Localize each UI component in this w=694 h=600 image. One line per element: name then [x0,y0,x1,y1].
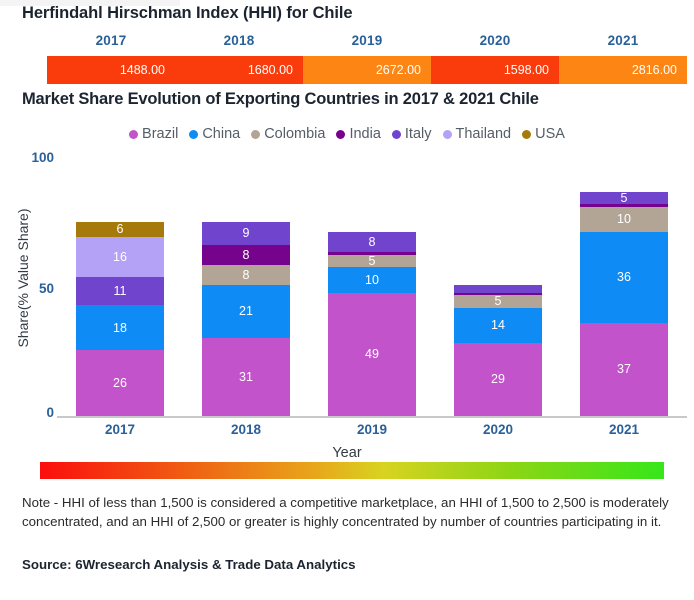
hhi-value-2018: 1680.00 [175,56,303,84]
bar-column-2020: 5 14 29 [435,164,561,416]
legend-swatch-icon [189,129,199,139]
legend-item-label: Colombia [264,126,326,142]
stacked-bars-group: 6 16 11 18 26 9 8 8 21 31 8 5 10 49 5 14 29 5 10 36 37 [57,164,687,416]
bar-segment-brazil-2021[interactable]: 37 [580,322,668,416]
stacked-bar-2019[interactable]: 8 5 10 49 [328,232,416,416]
bar-segment-india-2019[interactable] [328,252,416,255]
bar-segment-brazil-2020[interactable]: 29 [454,342,542,416]
bar-segment-india-2018[interactable]: 8 [202,244,290,265]
bar-segment-italy-2020[interactable] [454,285,542,293]
legend-item-usa[interactable]: USA [522,126,565,142]
legend-item-label: India [349,126,381,142]
bar-segment-usa-2017[interactable]: 6 [76,221,164,238]
bar-segment-italy-2019[interactable]: 8 [328,232,416,253]
hhi-value-2020: 1598.00 [431,56,559,84]
corner-shade [0,0,180,6]
bar-column-2021: 5 10 36 37 [561,164,687,416]
x-tick-2017: 2017 [104,422,136,437]
bar-segment-brazil-2019[interactable]: 49 [328,292,416,416]
footnote: Note - HHI of less than 1,500 is conside… [22,495,669,529]
x-tick-2019: 2019 [356,422,388,437]
bar-segment-colombia-2019[interactable]: 5 [328,254,416,268]
bar-segment-china-2021[interactable]: 36 [580,232,668,323]
legend-item-label: USA [535,126,565,142]
bar-column-2018: 9 8 8 21 31 [183,164,309,416]
stacked-bar-2021[interactable]: 5 10 36 37 [580,191,668,416]
x-axis-line [57,416,687,418]
hhi-title: Herfindahl Hirschman Index (HHI) for Chi… [22,4,353,22]
legend-item-label: Italy [404,126,432,142]
hhi-year-2021: 2021 [607,33,639,48]
hhi-year-2020: 2020 [479,33,511,48]
hhi-year-2017: 2017 [95,33,127,48]
legend-swatch-icon [522,129,532,139]
bar-segment-thailand-2017[interactable]: 16 [76,237,164,278]
hhi-gradient-scale [40,462,664,479]
hhi-year-2018: 2018 [223,33,255,48]
bar-column-2019: 8 5 10 49 [309,164,435,416]
legend-item-label: Brazil [142,126,179,142]
legend-swatch-icon [336,129,346,139]
legend-swatch-icon [391,129,401,139]
legend-swatch-icon [129,129,139,139]
hhi-value-2019: 2672.00 [303,56,431,84]
bar-segment-colombia-2021[interactable]: 10 [580,206,668,233]
bar-segment-china-2020[interactable]: 14 [454,307,542,343]
bar-column-2017: 6 16 11 18 26 [57,164,183,416]
y-tick-100: 100 [31,150,54,165]
hhi-year-header: 2017 2018 2019 2020 2021 [47,33,687,53]
chart-legend: Brazil China Colombia India Italy Thailand USA [0,126,694,142]
bar-segment-italy-2021[interactable]: 5 [580,191,668,205]
y-tick-50: 50 [38,281,54,296]
legend-item-colombia[interactable]: Colombia [251,126,325,142]
source-credit: Source: 6Wresearch Analysis & Trade Data… [22,557,356,572]
stacked-bar-2018[interactable]: 9 8 8 21 31 [202,222,290,416]
legend-item-label: China [202,126,241,142]
plot-area: Share(% Value Share) 100 50 0 6 16 11 18 26 9… [0,150,694,461]
legend-item-china[interactable]: China [189,126,240,142]
x-axis-label: Year [332,445,362,461]
bar-segment-brazil-2017[interactable]: 26 [76,350,164,416]
bar-segment-colombia-2020[interactable]: 5 [454,295,542,308]
chart-title: Market Share Evolution of Exporting Coun… [22,90,539,108]
bar-segment-italy-2018[interactable]: 9 [202,222,290,245]
hhi-value-2021: 2816.00 [559,56,687,84]
bar-segment-italy-2017[interactable]: 11 [76,277,164,306]
bar-segment-india-2020[interactable] [454,292,542,296]
stacked-bar-2020[interactable]: 5 14 29 [454,285,542,416]
x-tick-2021: 2021 [608,422,640,437]
bar-segment-colombia-2018[interactable]: 8 [202,264,290,285]
x-axis-ticks: 2017 2018 2019 2020 2021 [57,422,687,437]
legend-item-label: Thailand [455,126,512,142]
legend-item-brazil[interactable]: Brazil [129,126,178,142]
legend-swatch-icon [442,129,452,139]
bar-segment-india-2021[interactable] [580,204,668,207]
y-axis-label: Share(% Value Share) [15,208,31,348]
x-tick-2020: 2020 [482,422,514,437]
x-tick-2018: 2018 [230,422,262,437]
bar-segment-china-2018[interactable]: 21 [202,284,290,338]
y-tick-0: 0 [46,405,54,420]
legend-swatch-icon [251,129,261,139]
legend-item-italy[interactable]: Italy [391,126,432,142]
bar-segment-china-2019[interactable]: 10 [328,267,416,293]
bar-segment-brazil-2018[interactable]: 31 [202,337,290,416]
legend-item-india[interactable]: India [336,126,381,142]
legend-item-thailand[interactable]: Thailand [442,126,512,142]
stacked-bar-2017[interactable]: 6 16 11 18 26 [76,221,164,416]
hhi-value-bar: 1488.00 1680.00 2672.00 1598.00 2816.00 [47,56,687,84]
hhi-year-2019: 2019 [351,33,383,48]
bar-segment-china-2017[interactable]: 18 [76,305,164,351]
hhi-value-2017: 1488.00 [47,56,175,84]
